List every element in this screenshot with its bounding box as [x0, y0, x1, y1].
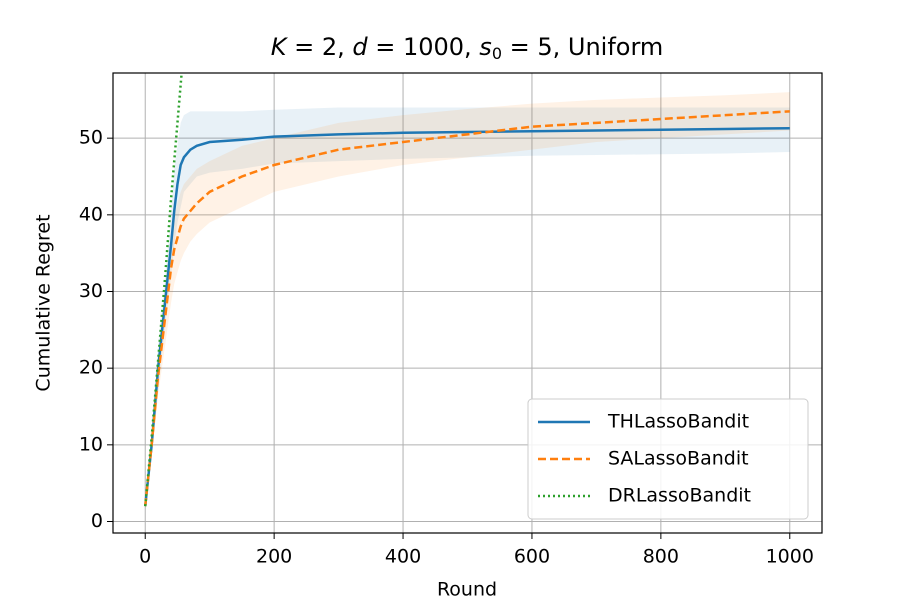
- title-part: s: [479, 33, 492, 61]
- chart-title: K = 2, d = 1000, s0 = 5, Uniform: [271, 33, 664, 63]
- plot-area: [143, 73, 790, 511]
- legend-label: THLassoBandit: [607, 411, 749, 433]
- series-line: [143, 110, 790, 507]
- title-part: K: [271, 33, 289, 61]
- x-tick-label: 0: [139, 546, 151, 568]
- legend-label: SALassoBandit: [608, 448, 749, 470]
- title-part: d: [352, 33, 368, 61]
- x-axis-label: Round: [437, 579, 497, 601]
- legend: THLassoBandit SALassoBandit DRLassoBandit: [527, 398, 809, 520]
- y-tick-label: 10: [79, 433, 103, 455]
- confidence-band: [145, 92, 790, 511]
- title-part: 0: [492, 44, 502, 63]
- x-tick-label: 1000: [766, 546, 814, 568]
- plot-frame: [112, 72, 823, 534]
- series-line: [143, 73, 183, 507]
- y-tick-label: 30: [79, 280, 103, 302]
- x-tick-label: 800: [643, 546, 679, 568]
- x-tick-label: 400: [385, 546, 421, 568]
- y-axis-label: Cumulative Regret: [33, 214, 55, 391]
- x-tick-label: 200: [256, 546, 292, 568]
- y-tick-label: 20: [79, 357, 103, 379]
- title-part: = 2,: [286, 33, 352, 61]
- y-tick-label: 50: [79, 127, 103, 149]
- series-line: [143, 126, 790, 507]
- legend-label: DRLassoBandit: [608, 485, 751, 507]
- x-tick-label: 600: [514, 546, 550, 568]
- y-tick-label: 0: [91, 510, 103, 532]
- title-part: = 5, Uniform: [502, 33, 663, 61]
- confidence-band: [145, 107, 790, 510]
- legend-box: [527, 398, 809, 520]
- y-tick-label: 40: [79, 203, 103, 225]
- title-part: = 1000,: [368, 33, 480, 61]
